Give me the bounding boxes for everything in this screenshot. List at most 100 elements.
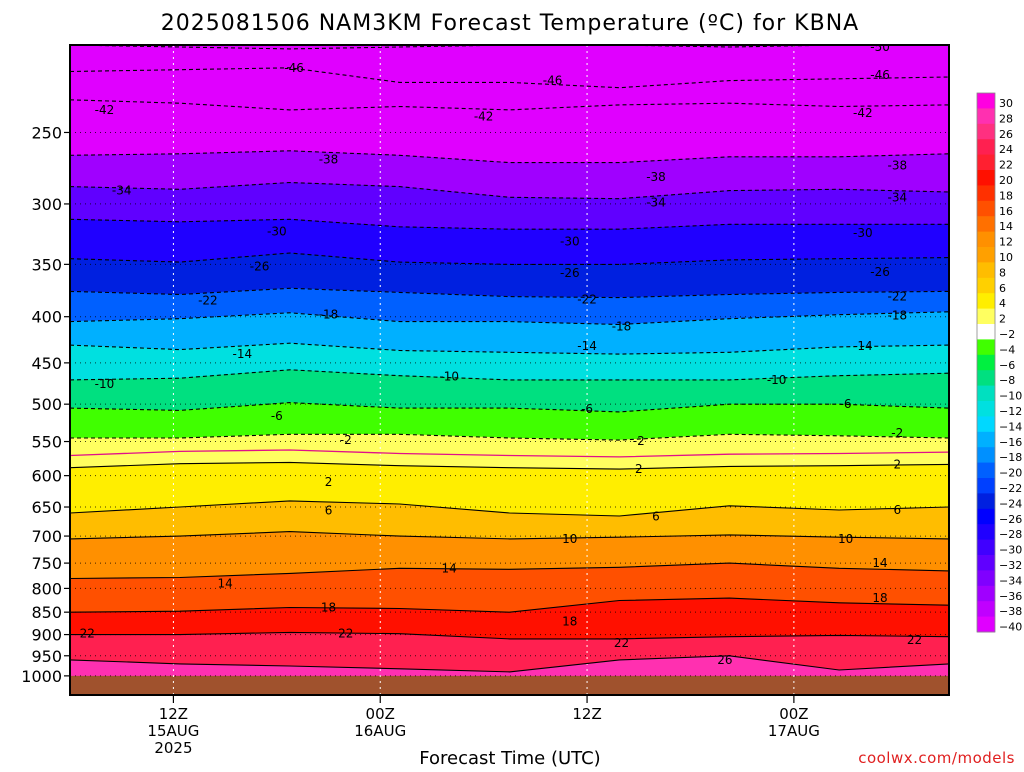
contour-label: -46: [870, 68, 890, 82]
y-tick-label: 350: [31, 255, 62, 274]
colorbar-label: −30: [999, 544, 1022, 557]
colorbar-label: −36: [999, 590, 1022, 603]
isotherm-line: [70, 461, 949, 470]
contour-label: 18: [562, 614, 577, 628]
colorbar-label: −22: [999, 482, 1022, 495]
colorbar-label: −12: [999, 405, 1022, 418]
colorbar-label: 16: [999, 205, 1013, 218]
chart-title: 2025081506 NAM3KM Forecast Temperature (…: [161, 11, 859, 36]
x-tick-label: 00Z: [366, 705, 395, 723]
colorbar-swatch: [977, 401, 995, 417]
contour-label: -46: [543, 74, 563, 88]
colorbar-label: 18: [999, 189, 1013, 202]
contour-label: -30: [853, 226, 873, 240]
contour-label: 6: [893, 503, 901, 517]
colorbar-swatch: [977, 277, 995, 294]
colorbar-swatch: [977, 262, 995, 279]
colorbar-label: 12: [999, 236, 1013, 249]
contour-label: -26: [870, 265, 890, 279]
contour-label: -34: [646, 196, 666, 210]
temperature-bands: [70, 45, 949, 695]
colorbar-label: −38: [999, 605, 1022, 618]
colorbar-swatch: [977, 247, 995, 263]
plot-frame: [69, 44, 950, 696]
contour-label: -38: [646, 170, 666, 184]
contour-label: 14: [872, 556, 887, 570]
contour-label: -6: [271, 409, 283, 423]
y-tick-label: 500: [31, 395, 62, 414]
contour-label: 14: [217, 576, 232, 590]
contour-label: 2: [635, 462, 643, 476]
contour-label: -42: [474, 109, 494, 123]
colorbar-swatch: [977, 478, 995, 494]
colorbar-swatch: [977, 447, 995, 464]
x-tick-label: 2025: [154, 739, 192, 757]
colorbar-label: −6: [999, 359, 1015, 372]
colorbar-label: −32: [999, 559, 1022, 572]
contour-label: -14: [853, 339, 873, 353]
colorbar-label: −40: [999, 621, 1022, 634]
contour-label: -10: [767, 373, 787, 387]
y-tick-label: 600: [31, 467, 62, 486]
colorbar-swatch: [977, 555, 995, 571]
colorbar-label: 20: [999, 174, 1013, 187]
colorbar-swatch: [977, 416, 995, 433]
isotherm-line: [70, 597, 949, 613]
plot-area: -50 -46 -46 -46 -42 -42 -42 -38 -38 -38 -34 -34 -34 -…: [70, 40, 949, 695]
colorbar-label: 14: [999, 220, 1013, 233]
colorbar-swatch: [977, 231, 995, 248]
x-tick-label: 15AUG: [147, 722, 199, 740]
y-tick-label: 1000: [21, 667, 62, 686]
colorbar-label: 8: [999, 266, 1006, 279]
contour-label: -18: [612, 319, 632, 333]
y-axis: 250 300 350 400 450 500 550 600 650 700 750 800 850 9…: [21, 123, 70, 686]
contour-label: 18: [321, 601, 336, 615]
contour-label: 14: [442, 561, 457, 575]
contour-label: -30: [267, 225, 287, 239]
colorbar-label: 28: [999, 112, 1013, 125]
contour-label: -22: [198, 294, 218, 308]
contour-label: -46: [284, 61, 304, 75]
colorbar-swatch: [977, 108, 995, 125]
colorbar-swatch: [977, 324, 995, 340]
contour-label: 22: [907, 633, 922, 647]
isotherm-line: [70, 655, 949, 673]
contour-label: -30: [560, 234, 580, 248]
y-tick-label: 450: [31, 354, 62, 373]
colorbar-label: 10: [999, 251, 1013, 264]
contour-label: -50: [870, 40, 890, 54]
y-tick-label: 400: [31, 308, 62, 327]
y-tick-label: 900: [31, 626, 62, 645]
colorbar-label: −34: [999, 574, 1022, 587]
contour-label: -2: [891, 426, 903, 440]
colorbar-label: 24: [999, 143, 1013, 156]
contour-label: 6: [652, 510, 660, 524]
colorbar-swatch: [977, 508, 995, 525]
contour-label: -34: [112, 184, 132, 198]
isotherm-line: [70, 500, 949, 517]
contour-label: 6: [325, 504, 333, 518]
isotherm-line: [70, 631, 949, 640]
y-tick-label: 750: [31, 554, 62, 573]
contour-label: -6: [581, 402, 593, 416]
colorbar-swatch: [977, 339, 995, 356]
colorbar-swatch: [977, 154, 995, 171]
colorbar-label: −4: [999, 343, 1015, 356]
x-tick-label: 12Z: [159, 705, 188, 723]
contour-label: -2: [633, 434, 645, 448]
contour-label: 22: [80, 627, 95, 641]
colorbar-swatch: [977, 216, 995, 233]
x-tick-label: 17AUG: [768, 722, 820, 740]
contour-label: 18: [872, 591, 887, 605]
colorbar-label: −14: [999, 420, 1022, 433]
colorbar-swatch: [977, 354, 995, 371]
x-axis-label: Forecast Time (UTC): [419, 748, 600, 768]
contour-labels: -50 -46 -46 -46 -42 -42 -42 -38 -38 -38 -34 -34 -34 -…: [80, 40, 923, 667]
colorbar-swatch: [977, 308, 995, 325]
contour-label: 2: [325, 475, 333, 489]
y-tick-label: 250: [31, 123, 62, 142]
isotherm-line: [70, 562, 949, 580]
colorbar-swatch: [977, 370, 995, 387]
colorbar-swatch: [977, 585, 995, 602]
